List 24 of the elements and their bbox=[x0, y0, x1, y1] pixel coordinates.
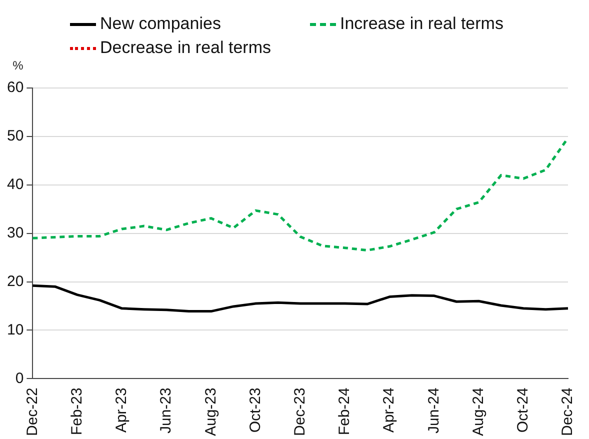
x-tick-label: Oct-23 bbox=[246, 388, 264, 433]
x-tick-label: Jun-23 bbox=[158, 388, 175, 434]
legend-label: Increase in real terms bbox=[340, 14, 504, 34]
x-tick-label: Apr-24 bbox=[380, 388, 398, 433]
legend-label: New companies bbox=[100, 14, 221, 34]
y-tick-label: 20 bbox=[6, 272, 24, 290]
x-tick-label: Feb-24 bbox=[336, 388, 354, 436]
x-tick-label: Aug-23 bbox=[202, 388, 220, 436]
y-tick-label: 0 bbox=[15, 370, 24, 387]
x-tick-label: Dec-24 bbox=[559, 388, 576, 436]
y-tick-label: 40 bbox=[6, 176, 24, 194]
y-tick-label: 30 bbox=[6, 224, 24, 242]
legend-label: Decrease in real terms bbox=[100, 38, 272, 58]
x-tick-label: Apr-23 bbox=[113, 388, 130, 433]
x-tick-label: Jun-24 bbox=[425, 388, 442, 434]
y-axis-title: % bbox=[12, 58, 24, 72]
x-tick-label: Dec-23 bbox=[291, 388, 308, 436]
x-tick-label: Oct-24 bbox=[514, 388, 532, 433]
y-tick-label: 60 bbox=[6, 79, 24, 96]
x-tick-label: Feb-23 bbox=[68, 388, 86, 436]
x-tick-label: Dec-22 bbox=[24, 388, 41, 436]
y-tick-label: 50 bbox=[6, 128, 24, 145]
x-tick-label: Aug-24 bbox=[470, 388, 487, 436]
y-tick-label: 10 bbox=[6, 321, 24, 338]
